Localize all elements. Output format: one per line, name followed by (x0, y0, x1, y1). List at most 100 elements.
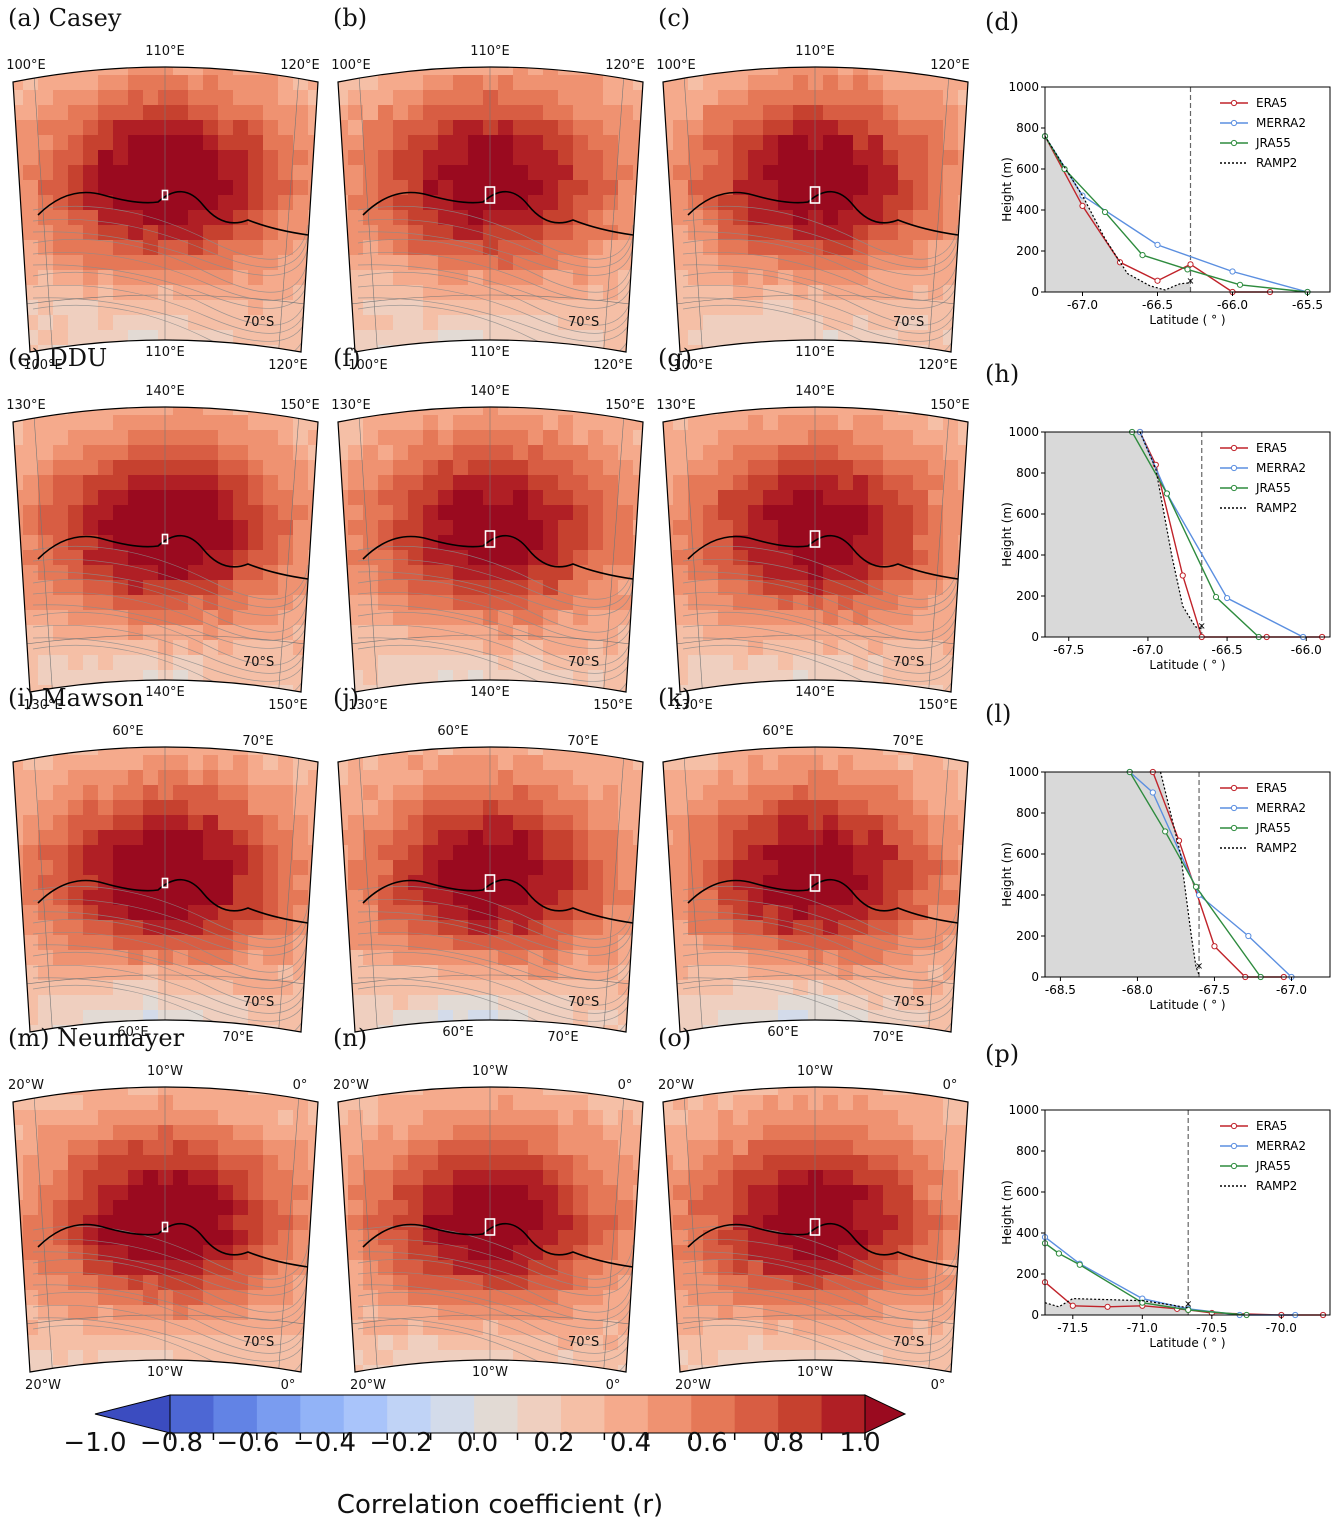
panel-label: (b) (333, 4, 368, 32)
lon-label-top: 140°E (470, 384, 510, 399)
data-point (1154, 277, 1161, 284)
lon-label-top: 150°E (280, 398, 320, 413)
lon-label-top: 140°E (795, 384, 835, 399)
colorbar-segment (691, 1395, 736, 1433)
y-tick-label: 800 (1016, 1144, 1039, 1158)
colorbar-tick-label: 0.2 (533, 1428, 575, 1458)
terrain-fill (1045, 87, 1191, 292)
lon-label-bottom: 60°E (442, 1025, 474, 1040)
lon-label-top: 10°W (472, 1064, 508, 1079)
station-marker: × (1184, 1299, 1192, 1310)
colorbar (94, 1394, 907, 1440)
x-tick-label: -68.5 (1045, 983, 1076, 997)
colorbar-tick-label: −0.8 (139, 1428, 204, 1458)
legend-label: RAMP2 (1256, 156, 1297, 170)
station-marker: × (1195, 961, 1203, 972)
lon-label-top: 10°W (147, 1064, 183, 1079)
lon-label-top: 130°E (6, 398, 46, 413)
lon-label-top: 120°E (930, 58, 970, 73)
y-tick-label: 400 (1016, 888, 1039, 902)
lon-label-top: 70°E (892, 734, 924, 749)
series-line-ramp2 (1139, 431, 1202, 630)
station-marker: × (1198, 621, 1206, 632)
y-tick-label: 200 (1016, 589, 1039, 603)
correlation-map (337, 66, 644, 353)
x-tick-label: -66.0 (1217, 298, 1248, 312)
y-tick-label: 400 (1016, 548, 1039, 562)
data-point (1101, 208, 1109, 216)
data-point (1162, 828, 1169, 835)
lat-label: 70°S (893, 1335, 925, 1350)
x-axis-label: Latitude ( ° ) (1149, 658, 1225, 672)
series-line-ramp2 (1044, 135, 1191, 291)
lon-label-bottom: 110°E (470, 345, 510, 360)
y-axis-label: Height (m) (1000, 1180, 1014, 1245)
panel-label: (a) Casey (8, 4, 122, 32)
lat-label: 70°S (568, 1335, 600, 1350)
colorbar-label: Correlation coefficient (r) (336, 1490, 664, 1520)
lon-label-top: 100°E (331, 58, 371, 73)
data-point (1076, 1261, 1083, 1268)
correlation-map (337, 746, 644, 1033)
lon-label-top: 150°E (930, 398, 970, 413)
series-line-jra55 (1131, 431, 1260, 638)
data-point (1139, 252, 1146, 259)
x-axis-label: Latitude ( ° ) (1149, 998, 1225, 1012)
lon-label-top: 70°E (567, 734, 599, 749)
legend-label: ERA5 (1256, 781, 1287, 795)
colorbar-segment (343, 1395, 388, 1433)
legend-label: MERRA2 (1256, 461, 1306, 475)
panel-label: (o) (658, 1024, 692, 1052)
lon-label-top: 100°E (6, 58, 46, 73)
lon-label-top: 10°W (797, 1064, 833, 1079)
lon-label-top: 130°E (656, 398, 696, 413)
y-axis-label: Height (m) (1000, 842, 1014, 907)
x-tick-label: -67.0 (1132, 643, 1163, 657)
lon-label-top: 0° (942, 1078, 958, 1093)
x-axis-label: Latitude ( ° ) (1149, 1336, 1225, 1350)
lat-label: 70°S (568, 655, 600, 670)
data-point (1104, 1303, 1111, 1310)
lon-label-top: 120°E (605, 58, 645, 73)
lon-label-top: 150°E (605, 398, 645, 413)
lat-label: 70°S (243, 995, 275, 1010)
legend-label: JRA55 (1255, 481, 1291, 495)
terrain-fill (1045, 432, 1202, 637)
x-tick-label: -67.5 (1053, 643, 1084, 657)
series-line-ramp2 (1044, 1297, 1189, 1309)
colorbar-segment (300, 1395, 345, 1433)
lon-label-bottom: 140°E (145, 685, 185, 700)
colorbar-segment (560, 1395, 605, 1433)
x-tick-label: -66.5 (1142, 298, 1173, 312)
series-line-ramp2 (1159, 771, 1200, 976)
y-tick-label: 800 (1016, 806, 1039, 820)
x-axis-label: Latitude ( ° ) (1149, 313, 1225, 327)
colorbar-tick-label: 0.6 (686, 1428, 728, 1458)
data-point (1163, 490, 1171, 497)
correlation-map (662, 1086, 969, 1373)
data-point (1055, 1250, 1063, 1257)
panel-label: (e) DDU (8, 344, 108, 372)
panel-label: (l) (985, 700, 1012, 728)
legend-label: RAMP2 (1256, 1179, 1297, 1193)
lon-label-bottom: 130°E (348, 698, 388, 713)
panel-label: (f) (333, 344, 361, 372)
lon-label-bottom: 130°E (673, 698, 713, 713)
data-point (1229, 268, 1236, 275)
lon-label-top: 110°E (795, 44, 835, 59)
lat-label: 70°S (893, 315, 925, 330)
x-tick-label: -70.5 (1196, 1321, 1227, 1335)
lon-label-bottom: 150°E (593, 698, 633, 713)
lon-label-bottom: 10°W (147, 1365, 183, 1380)
y-axis-label: Height (m) (1000, 502, 1014, 567)
panel-label: (i) Mawson (8, 684, 144, 712)
colorbar-segment (170, 1395, 214, 1433)
panel-label: (k) (658, 684, 692, 712)
x-tick-label: -67.0 (1067, 298, 1098, 312)
height-profile-chart: × 0 200 400 600 800 1000 -68.5 -68.0 -67.5 -67.0 La… (1000, 765, 1331, 1012)
data-point (1187, 261, 1194, 268)
x-tick-label: -66.0 (1291, 643, 1322, 657)
colorbar-segment (517, 1395, 562, 1433)
y-tick-label: 1000 (1008, 1103, 1039, 1117)
lon-label-top: 110°E (470, 44, 510, 59)
